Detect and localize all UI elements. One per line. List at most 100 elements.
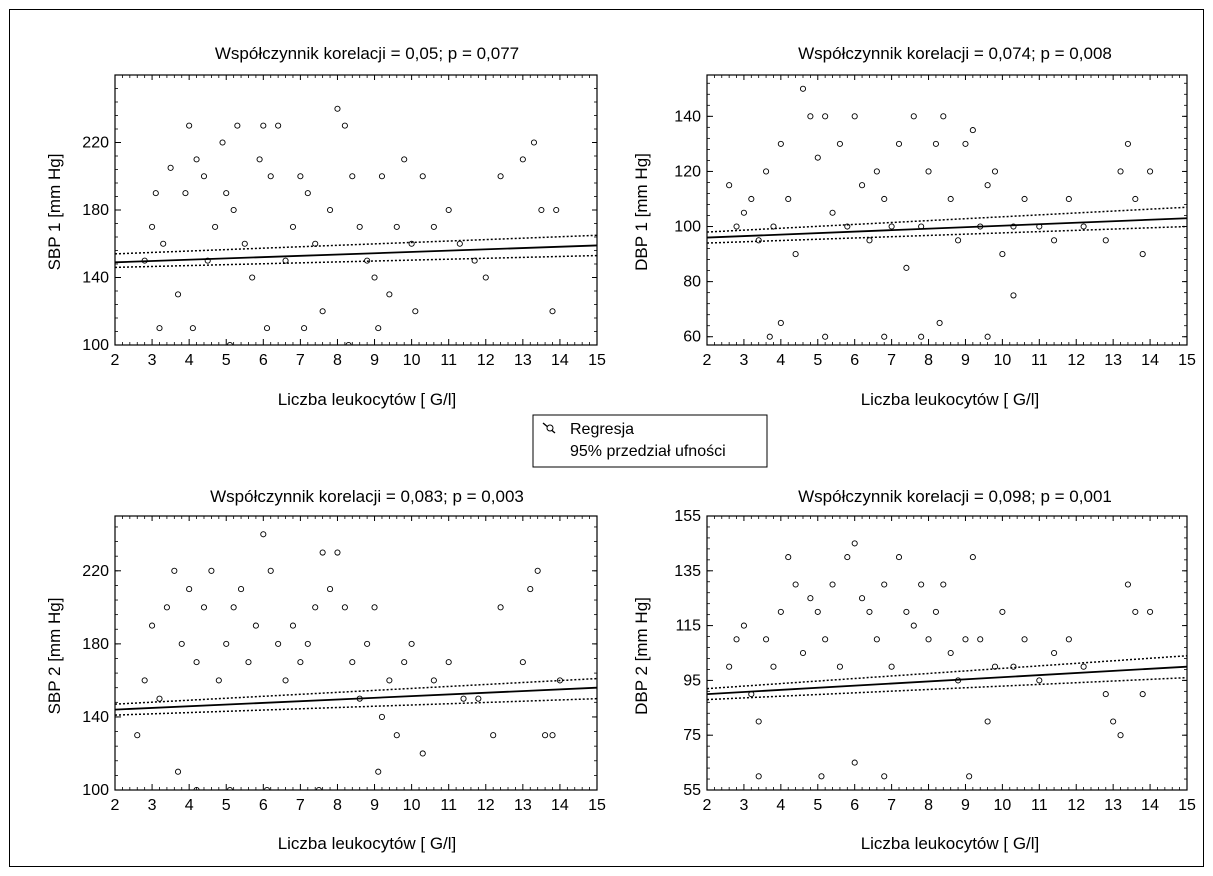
- data-point-3: [334, 549, 341, 556]
- plot-marks-3: [115, 531, 597, 790]
- data-point-3: [226, 786, 233, 790]
- data-point-3: [497, 604, 504, 611]
- y-tick-label-4: 135: [674, 563, 701, 580]
- x-tick-label-3: 15: [588, 797, 606, 814]
- data-point-2: [1102, 237, 1109, 244]
- data-point-2: [799, 85, 807, 92]
- data-point-3: [393, 732, 400, 739]
- data-point-1: [401, 156, 408, 163]
- data-point-1: [456, 240, 463, 247]
- x-tick-label-2: 15: [1178, 352, 1196, 369]
- data-point-3: [297, 659, 304, 666]
- y-tick-label-2: 100: [674, 219, 701, 236]
- data-point-4: [966, 773, 973, 780]
- data-point-4: [799, 649, 807, 657]
- y-axis-label-1: SBP 1 [mm Hg]: [45, 154, 64, 271]
- y-tick-label-4: 155: [674, 508, 701, 525]
- data-point-2: [955, 237, 962, 244]
- data-point-4: [1117, 732, 1124, 739]
- y-tick-label-4: 95: [683, 672, 701, 689]
- data-point-4: [1065, 636, 1072, 643]
- data-point-1: [326, 206, 334, 214]
- chart-title-1: Współczynnik korelacji = 0,05; p = 0,077: [215, 44, 519, 63]
- data-point-4: [726, 663, 733, 670]
- y-axis-label-2: DBP 1 [mm Hg]: [632, 153, 651, 271]
- data-point-3: [401, 659, 408, 666]
- data-point-2: [866, 237, 873, 244]
- x-tick-label-4: 3: [739, 797, 748, 814]
- chart-panel-4: Współczynnik korelacji = 0,098; p = 0,00…: [632, 487, 1196, 853]
- data-point-3: [341, 604, 348, 611]
- data-point-1: [249, 274, 256, 281]
- data-point-3: [375, 768, 382, 775]
- data-point-3: [134, 732, 141, 739]
- chart-title-3: Współczynnik korelacji = 0,083; p = 0,00…: [210, 487, 524, 506]
- data-point-1: [445, 206, 452, 214]
- data-point-4: [818, 773, 825, 780]
- data-point-4: [740, 622, 747, 629]
- data-point-1: [538, 206, 545, 214]
- chart-panel-1: Współczynnik korelacji = 0,05; p = 0,077…: [45, 44, 606, 409]
- x-axis-label-4: Liczba leukocytów [ G/l]: [861, 834, 1040, 853]
- data-point-4: [1132, 608, 1139, 615]
- data-point-4: [1147, 608, 1154, 615]
- data-point-2: [755, 237, 762, 244]
- data-point-3: [408, 640, 415, 647]
- data-point-1: [471, 257, 478, 264]
- data-point-2: [792, 251, 799, 258]
- data-point-2: [844, 223, 851, 230]
- data-point-3: [315, 786, 322, 790]
- chart-panel-3: Współczynnik korelacji = 0,083; p = 0,00…: [45, 487, 606, 853]
- data-point-3: [445, 659, 452, 666]
- data-point-4: [755, 773, 762, 780]
- data-point-3: [171, 567, 178, 574]
- x-tick-label-2: 11: [1031, 352, 1048, 369]
- data-point-3: [208, 567, 215, 574]
- y-tick-label-3: 140: [82, 709, 109, 726]
- data-point-3: [193, 659, 200, 666]
- data-point-1: [219, 139, 226, 146]
- data-point-1: [519, 156, 526, 163]
- data-point-2: [814, 154, 821, 161]
- data-point-1: [204, 257, 211, 264]
- data-point-1: [193, 156, 200, 163]
- chart-title-2: Współczynnik korelacji = 0,074; p = 0,00…: [798, 44, 1112, 63]
- data-point-4: [947, 649, 954, 657]
- ci-upper-line-3: [115, 677, 597, 705]
- data-point-2: [777, 140, 784, 147]
- x-axis-label-1: Liczba leukocytów [ G/l]: [278, 390, 457, 409]
- data-point-1: [341, 122, 348, 129]
- x-tick-label-1: 14: [551, 352, 569, 369]
- data-point-3: [275, 640, 282, 647]
- data-point-3: [312, 604, 319, 611]
- regression-line-1: [115, 244, 597, 264]
- x-tick-label-3: 7: [296, 797, 305, 814]
- data-point-3: [527, 586, 534, 593]
- data-point-4: [866, 608, 873, 615]
- ci-upper-line-2: [707, 206, 1187, 233]
- x-tick-label-4: 10: [993, 797, 1011, 814]
- data-point-1: [200, 173, 208, 180]
- data-point-3: [186, 586, 193, 593]
- data-point-3: [475, 695, 482, 702]
- data-point-1: [234, 122, 241, 129]
- data-point-1: [152, 190, 159, 197]
- y-tick-label-3: 220: [82, 563, 109, 580]
- data-point-2: [936, 319, 943, 327]
- data-point-1: [282, 257, 289, 264]
- data-point-2: [859, 182, 866, 189]
- legend-regression-label: Regresja: [570, 421, 634, 438]
- data-point-3: [238, 586, 245, 593]
- data-point-1: [497, 173, 504, 180]
- data-point-4: [1010, 663, 1017, 670]
- y-tick-label-1: 180: [82, 202, 109, 219]
- data-point-3: [193, 786, 200, 790]
- x-tick-label-1: 15: [588, 352, 606, 369]
- x-tick-label-3: 9: [370, 797, 379, 814]
- legend-ci-label: 95% przedział ufności: [570, 443, 726, 460]
- data-point-2: [1147, 168, 1154, 175]
- data-point-2: [822, 113, 829, 120]
- data-point-3: [260, 531, 267, 538]
- ci-lower-line-3: [115, 697, 597, 716]
- y-tick-label-2: 140: [674, 108, 701, 125]
